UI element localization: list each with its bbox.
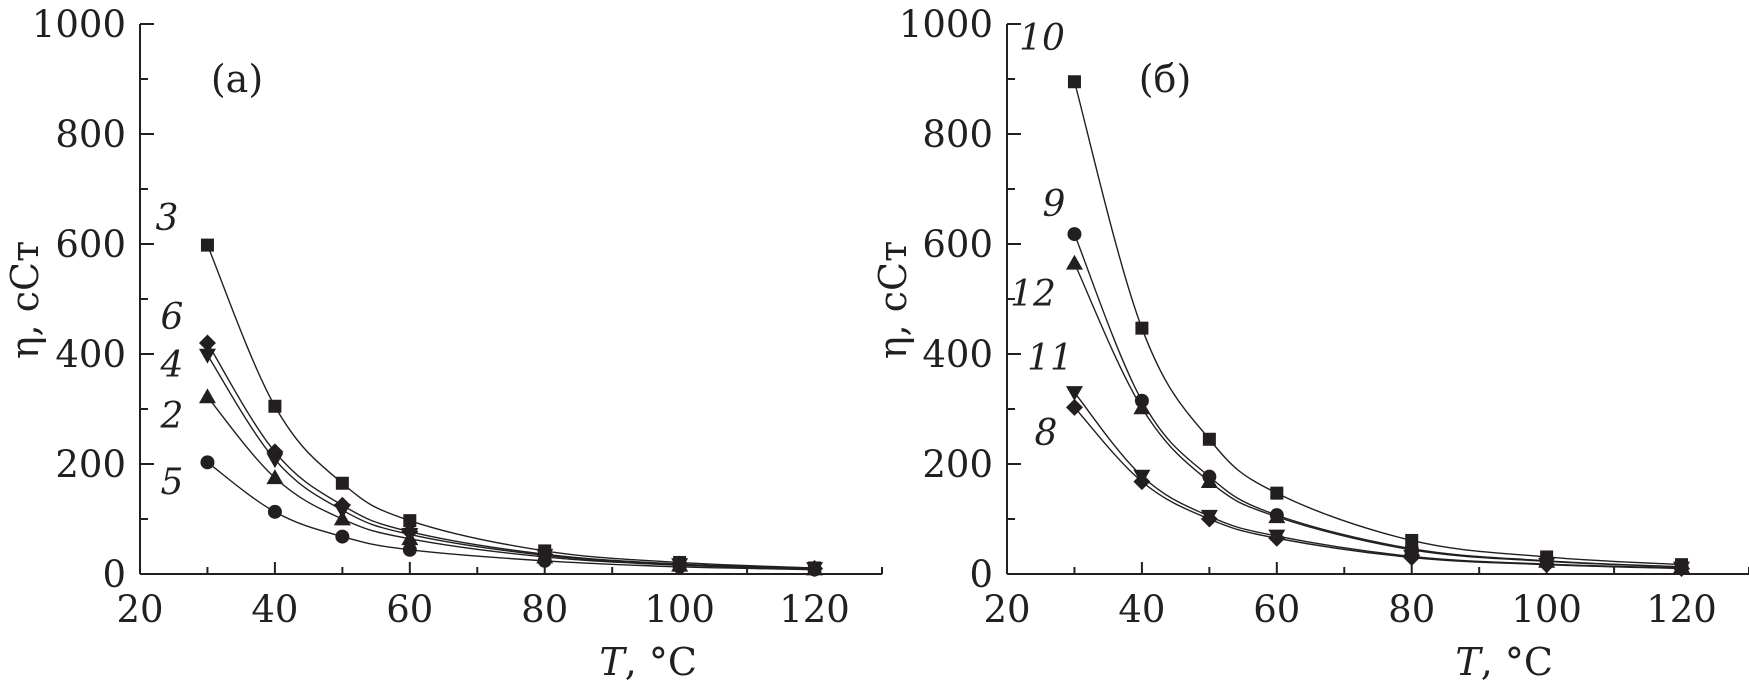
data-point-series-8 bbox=[1133, 473, 1151, 491]
y-tick-label: 800 bbox=[55, 113, 126, 156]
x-tick-label: 40 bbox=[251, 588, 298, 631]
x-tick-label: 60 bbox=[386, 588, 433, 631]
y-axis-label: η, сСт bbox=[3, 241, 47, 359]
series-label-2: 2 bbox=[160, 396, 184, 437]
series-line-6 bbox=[206, 342, 815, 570]
y-tick-label: 1000 bbox=[32, 3, 126, 46]
data-point-series-10 bbox=[1270, 486, 1284, 500]
series-label-4: 4 bbox=[160, 345, 184, 386]
series-label-12: 12 bbox=[1010, 274, 1056, 315]
data-point-series-3 bbox=[403, 514, 417, 528]
x-tick-label: 80 bbox=[1388, 588, 1435, 631]
x-axis-label: T, °C bbox=[1455, 640, 1553, 684]
data-point-series-12 bbox=[1268, 508, 1286, 524]
x-axis-label-unit: , °C bbox=[625, 640, 697, 684]
data-point-series-12 bbox=[1133, 399, 1151, 415]
data-point-series-11 bbox=[1065, 386, 1083, 401]
data-point-series-3 bbox=[335, 476, 349, 490]
chart-panel-2: 0 200 400 600 800 1000 20 40 60 80 100 120 η, сСт T, … bbox=[871, 3, 1749, 684]
y-tick-label: 600 bbox=[922, 223, 993, 266]
y-tick-label: 200 bbox=[922, 443, 993, 486]
y-tick-label: 600 bbox=[55, 223, 126, 266]
data-point-series-10 bbox=[1202, 432, 1216, 446]
series-label-6: 6 bbox=[161, 297, 184, 338]
data-point-series-3 bbox=[268, 399, 282, 413]
x-axis-label-variable: T bbox=[599, 640, 627, 684]
x-tick-label: 20 bbox=[116, 588, 163, 631]
series-line-11 bbox=[1073, 392, 1682, 569]
series-label-5: 5 bbox=[161, 462, 184, 503]
series-label-3: 3 bbox=[156, 198, 179, 239]
x-axis-label-variable: T bbox=[1455, 640, 1483, 684]
data-point-series-2 bbox=[333, 510, 351, 526]
series-label-8: 8 bbox=[1035, 413, 1058, 454]
data-point-series-5 bbox=[537, 553, 552, 568]
series-label-11: 11 bbox=[1027, 338, 1073, 379]
data-point-series-4 bbox=[266, 453, 284, 469]
data-point-series-6 bbox=[198, 334, 216, 352]
data-point-series-5 bbox=[335, 529, 350, 544]
panel-label: (б) bbox=[1139, 57, 1192, 101]
y-tick-label: 0 bbox=[969, 553, 993, 596]
data-point-series-8 bbox=[1673, 560, 1691, 577]
data-point-series-8 bbox=[1403, 549, 1421, 566]
panel-label: (a) bbox=[211, 57, 263, 101]
data-point-series-10 bbox=[1135, 321, 1149, 335]
y-axis-label: η, сСт bbox=[871, 241, 915, 359]
x-tick-label: 120 bbox=[1646, 588, 1717, 631]
x-tick-label: 120 bbox=[779, 588, 850, 631]
series-line-3 bbox=[206, 244, 815, 569]
series-label-9: 9 bbox=[1043, 184, 1066, 225]
data-point-series-8 bbox=[1268, 529, 1286, 547]
series-line-4 bbox=[206, 354, 815, 570]
data-point-series-5 bbox=[807, 562, 822, 577]
data-point-series-10 bbox=[1067, 75, 1081, 89]
series-label-10: 10 bbox=[1019, 18, 1065, 59]
x-tick-label: 100 bbox=[644, 588, 715, 631]
series-line-9 bbox=[1073, 233, 1682, 568]
series-line-10 bbox=[1073, 81, 1682, 566]
x-axis-label-unit: , °C bbox=[1481, 640, 1553, 684]
data-point-series-8 bbox=[1200, 510, 1218, 528]
data-point-series-5 bbox=[672, 559, 687, 574]
x-tick-label: 40 bbox=[1118, 588, 1165, 631]
data-point-series-5 bbox=[200, 455, 215, 470]
y-tick-label: 800 bbox=[922, 113, 993, 156]
data-point-series-2 bbox=[266, 469, 284, 485]
data-point-series-5 bbox=[267, 504, 282, 519]
data-point-series-8 bbox=[1065, 398, 1083, 416]
x-tick-label: 20 bbox=[983, 588, 1030, 631]
data-point-series-3 bbox=[200, 238, 214, 252]
y-tick-label: 200 bbox=[55, 443, 126, 486]
y-tick-label: 0 bbox=[102, 553, 126, 596]
data-point-series-12 bbox=[1065, 254, 1083, 270]
x-axis-label: T, °C bbox=[599, 640, 697, 684]
chart-panel-1: 0 200 400 600 800 1000 20 40 60 80 100 120 η, сСт T, … bbox=[3, 3, 883, 684]
x-tick-label: 60 bbox=[1253, 588, 1300, 631]
y-tick-label: 400 bbox=[55, 333, 126, 376]
series-line-12 bbox=[1073, 262, 1682, 568]
data-point-series-5 bbox=[402, 542, 417, 557]
data-point-series-2 bbox=[198, 388, 216, 404]
y-tick-label: 400 bbox=[922, 333, 993, 376]
data-point-series-9 bbox=[1067, 227, 1082, 242]
y-tick-label: 1000 bbox=[899, 3, 993, 46]
data-point-series-12 bbox=[1200, 473, 1218, 488]
x-tick-label: 100 bbox=[1511, 588, 1582, 631]
x-tick-label: 80 bbox=[521, 588, 568, 631]
data-point-series-2 bbox=[401, 530, 419, 546]
data-point-series-4 bbox=[198, 348, 216, 364]
data-point-series-8 bbox=[1538, 556, 1556, 574]
